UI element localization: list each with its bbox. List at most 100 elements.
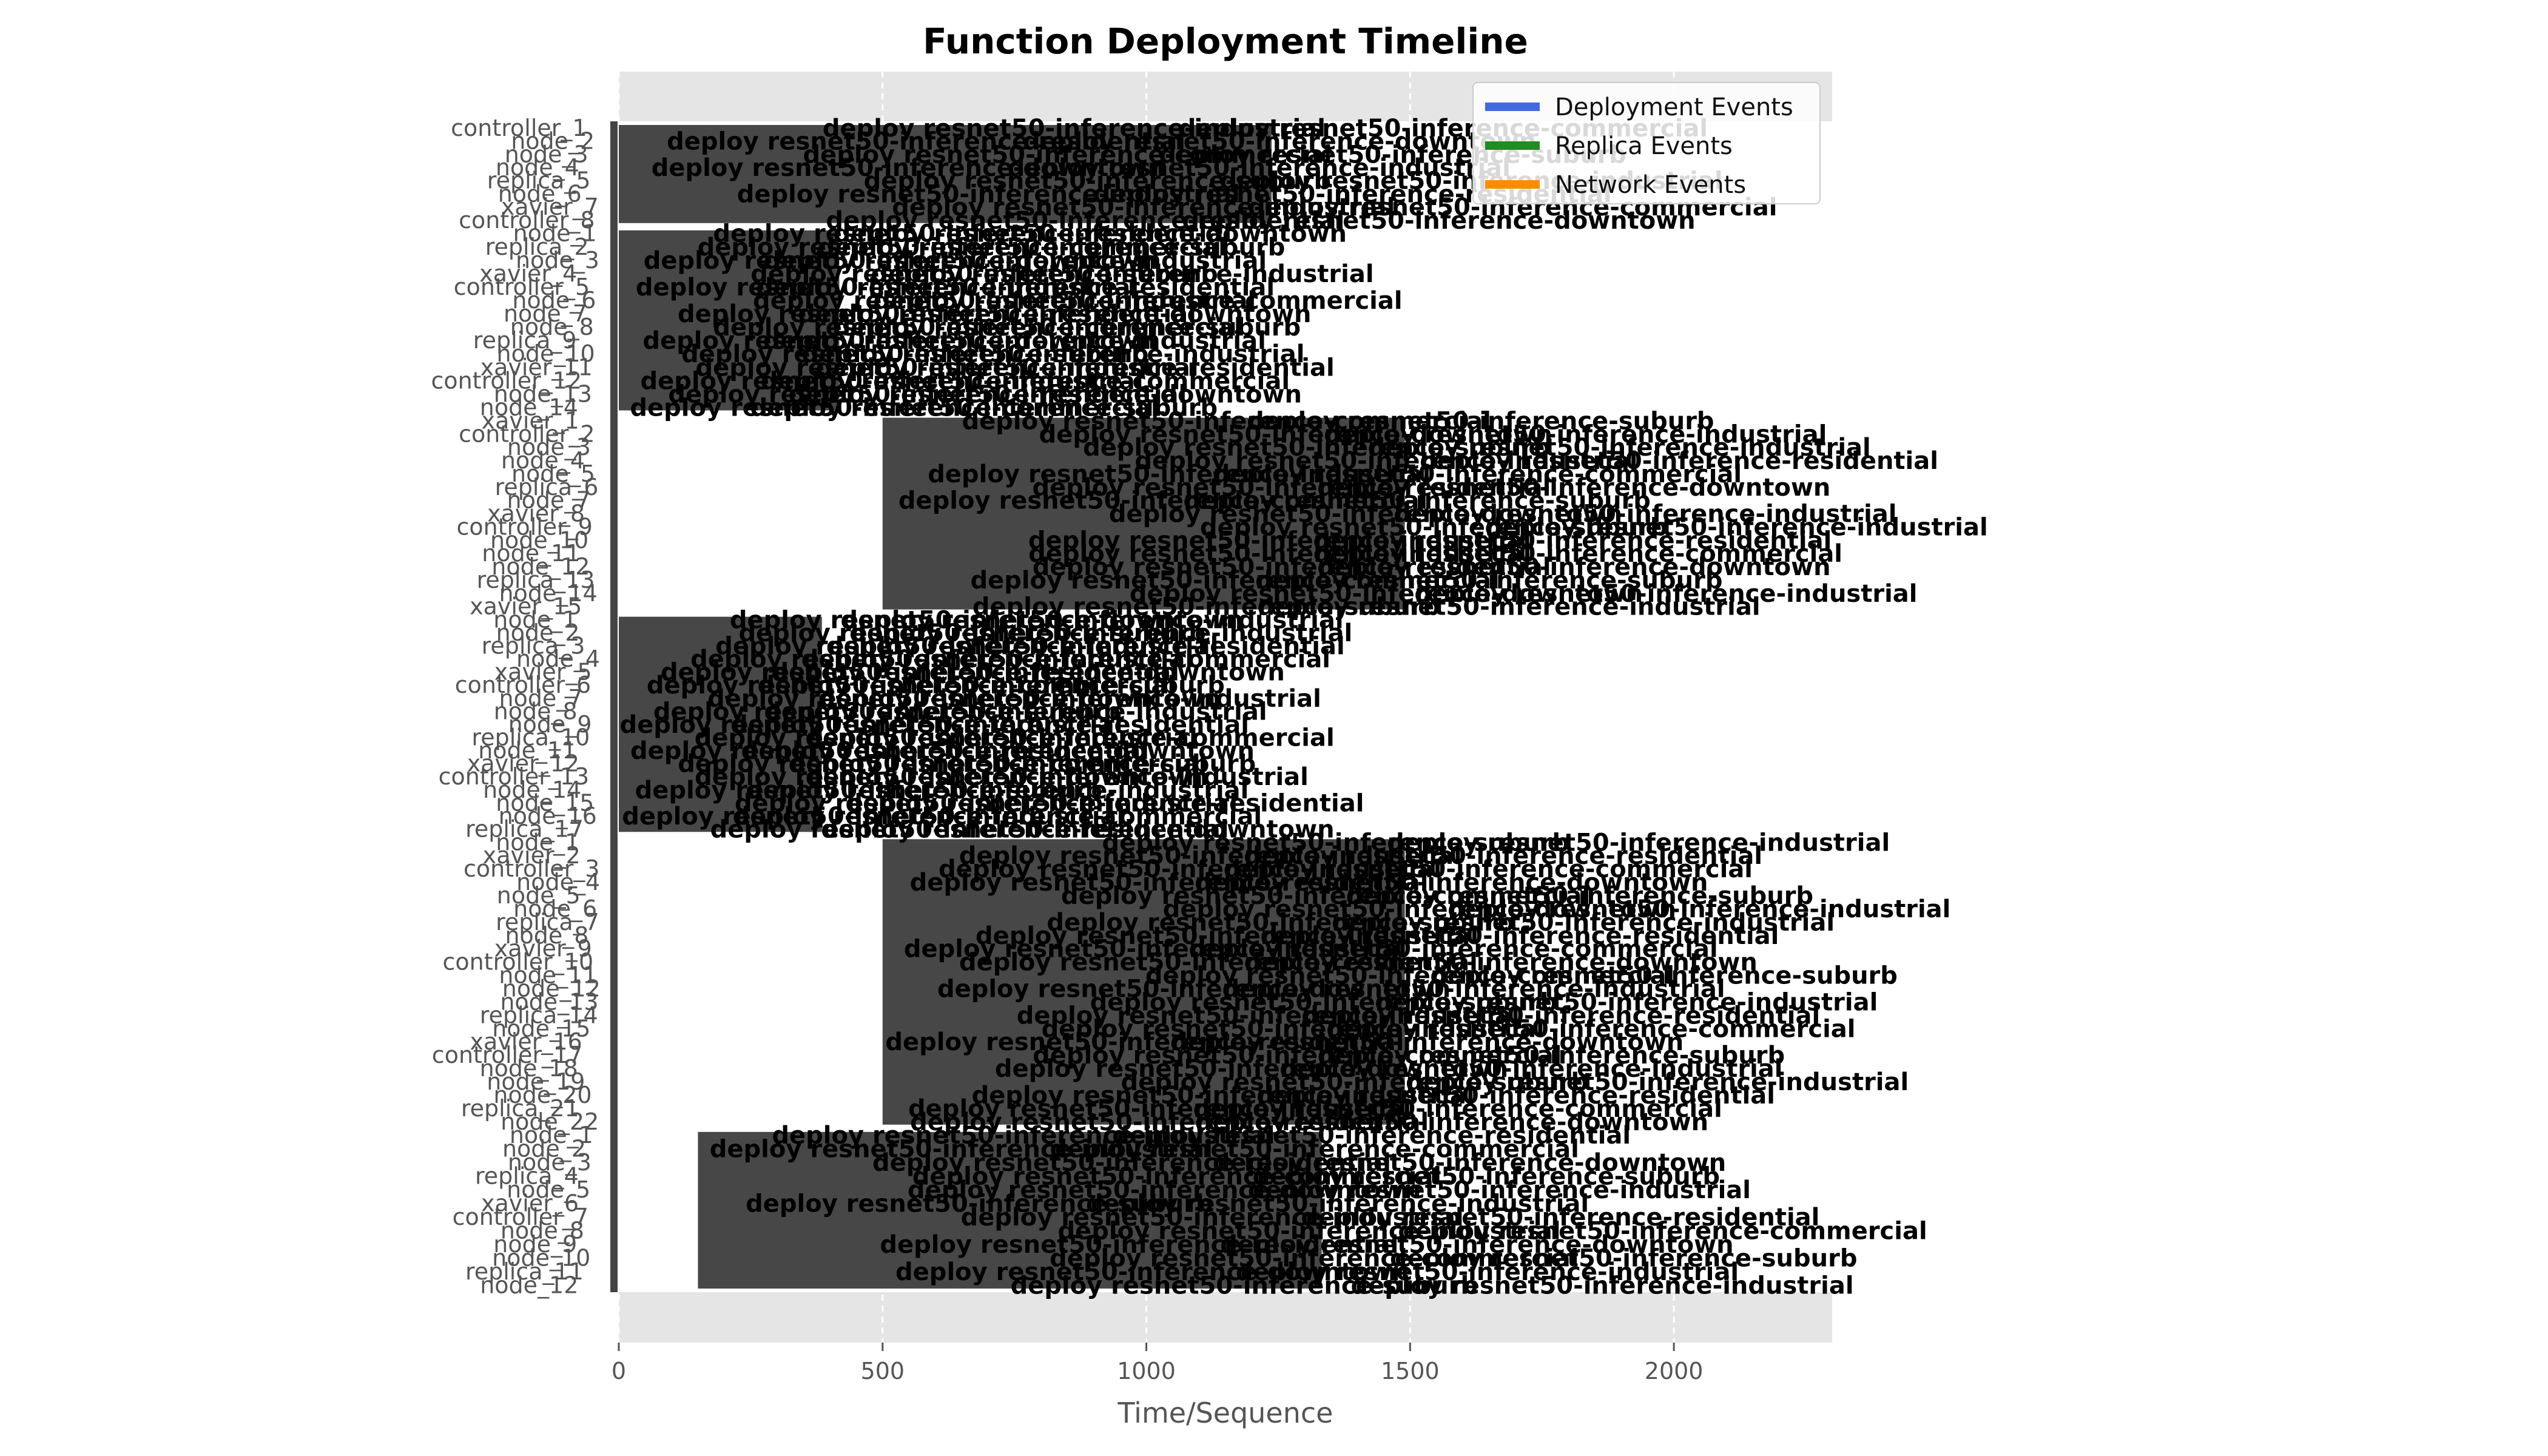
row-label: node_6 — [498, 180, 582, 207]
row-label: node_16 — [499, 803, 597, 829]
row-label: node_4 — [496, 154, 579, 181]
event-label: deploy resnet50-inference-industrial — [871, 260, 1373, 288]
event-bar — [619, 616, 822, 832]
legend-box — [1472, 82, 1821, 204]
row-label: node_14 — [499, 580, 598, 607]
x-tick-label: 0 — [612, 1358, 626, 1384]
row-label: node_6 — [512, 287, 596, 314]
row-label: controller_10 — [443, 949, 594, 976]
event-marks: deploy resnet50-inference-industrialdepl… — [610, 115, 1988, 1300]
row-labels: controller_1node_2node_3node_4replica_5n… — [431, 115, 601, 1299]
event-label: deploy resnet50-inference-downtown — [772, 659, 1285, 687]
row-label: node_15 — [492, 1015, 590, 1042]
row-label: xavier_15 — [470, 593, 582, 620]
event-label: deploy resnet50-inference-industrial — [764, 247, 1267, 275]
row-label: replica_9 — [473, 327, 577, 354]
row-label: xavier_16 — [470, 1028, 582, 1055]
row-label: node_15 — [496, 789, 594, 816]
row-label: controller_13 — [439, 763, 590, 790]
row-label: node_10 — [492, 1245, 590, 1272]
event-label: deploy resnet50-inference-industrial — [840, 606, 1343, 634]
event-label: deploy resnet50-inference-industrial — [1248, 1176, 1751, 1204]
chart-title: Function Deployment Timeline — [923, 21, 1528, 62]
row-label: node_20 — [493, 1082, 592, 1108]
event-label: deploy resnet50-inference-commercial — [1398, 1218, 1927, 1245]
row-label: node_1 — [510, 1122, 593, 1148]
event-label: deploy resnet50-inference-industrial — [1394, 500, 1896, 528]
event-label: deploy resnet50-inference-residential — [816, 354, 1335, 382]
event-label: deploy resnet50-inference-commercial — [761, 367, 1290, 395]
row-spine — [610, 121, 618, 1292]
row-label: node_1 — [496, 829, 579, 855]
row-label: node_12 — [491, 553, 590, 580]
event-label: deploy resnet50-inference-residential — [1420, 447, 1938, 475]
event-bar — [882, 417, 1405, 610]
row-label: node_6 — [513, 895, 597, 922]
row-label: node_8 — [500, 1218, 584, 1244]
event-bar — [619, 230, 840, 411]
row-label: node_5 — [507, 1176, 590, 1203]
row-label: node_7 — [504, 300, 587, 327]
event-label: deploy resnet50-inference-residential — [756, 274, 1275, 302]
row-label: replica_3 — [482, 633, 585, 659]
row-label: replica_11 — [465, 1258, 584, 1285]
row-label: controller_1 — [451, 115, 587, 141]
row-label: replica_21 — [461, 1095, 579, 1122]
event-label: deploy resnet50-inference-commercial — [805, 724, 1334, 752]
event-label: deploy resnet50-inference-downtown — [834, 220, 1347, 248]
event-label: deploy resnet50-inference-industrial — [818, 685, 1321, 713]
event-label: deploy resnet50-inference-industrial — [801, 340, 1304, 368]
row-label: controller_6 — [455, 672, 591, 698]
row-label: controller_9 — [457, 513, 593, 540]
event-label: deploy resnet50-inference-suburb — [1253, 1163, 1721, 1191]
row-label: controller_12 — [431, 367, 582, 394]
row-label: replica_14 — [480, 1002, 598, 1028]
event-bar — [698, 1131, 1322, 1289]
event-label: deploy resnet50-inference-suburb — [1390, 1245, 1858, 1273]
event-label: deploy resnet50-inference-industrial — [849, 619, 1352, 647]
event-label: deploy resnet50-inference-commercial — [801, 645, 1330, 673]
event-label: deploy resnet50-inference-commercial — [873, 287, 1402, 315]
row-label: node_14 — [483, 777, 581, 803]
row-label: xavier_5 — [494, 659, 592, 686]
x-axis-ticks: 0 500 1000 1500 2000 — [612, 1343, 1704, 1384]
row-label: replica_6 — [495, 474, 599, 500]
legend-entry: Replica Events — [1555, 132, 1733, 160]
row-label: node_3 — [507, 434, 591, 460]
row-label: replica_4 — [475, 1163, 579, 1190]
row-label: xavier_9 — [494, 935, 592, 962]
row-label: controller_5 — [454, 274, 590, 300]
event-label: deploy resnet50-inference-industrial — [1414, 580, 1917, 608]
event-label: deploy resnet50-inference-industrial — [1332, 909, 1835, 937]
event-label: deploy resnet50-inference-industrial — [1406, 1068, 1909, 1096]
row-label: xavier_8 — [487, 500, 585, 527]
row-label: xavier_7 — [501, 194, 599, 220]
row-label: node_9 — [508, 711, 592, 738]
row-label: node_7 — [499, 685, 582, 712]
event-label: deploy resnet50-inference-suburb — [1346, 882, 1814, 910]
row-label: controller_8 — [459, 207, 595, 234]
row-label: xavier_2 — [483, 842, 581, 869]
legend: Deployment Events Replica Events Network E… — [1472, 82, 1821, 204]
row-label: node_2 — [502, 1136, 586, 1162]
event-label: deploy resnet50-inference-suburb — [1430, 962, 1898, 990]
x-tick-label: 2000 — [1645, 1358, 1704, 1384]
row-label: controller_2 — [459, 420, 595, 447]
row-label: xavier_6 — [481, 1190, 579, 1217]
event-label: deploy resnet50-inference-industrial — [1368, 434, 1871, 462]
event-label: deploy resnet50-inference-downtown — [821, 816, 1334, 844]
row-label: replica_17 — [465, 816, 584, 843]
event-label: deploy resnet50-inference-industrial — [764, 698, 1267, 726]
legend-entry: Network Events — [1555, 171, 1746, 199]
event-label: deploy resnet50-inference-industrial — [1448, 895, 1950, 923]
row-label: replica_10 — [471, 724, 590, 751]
event-label: deploy resnet50-inference-suburb — [789, 750, 1256, 778]
row-label: node_4 — [516, 645, 600, 672]
row-label: node_7 — [507, 487, 590, 514]
row-label: node_1 — [493, 606, 577, 633]
event-label: deploy resnet50-inference-residential — [1301, 1204, 1819, 1232]
event-label: deploy resnet50-inference-industrial — [746, 777, 1249, 804]
row-label: node_13 — [500, 988, 598, 1015]
row-label: xavier_11 — [480, 354, 593, 380]
